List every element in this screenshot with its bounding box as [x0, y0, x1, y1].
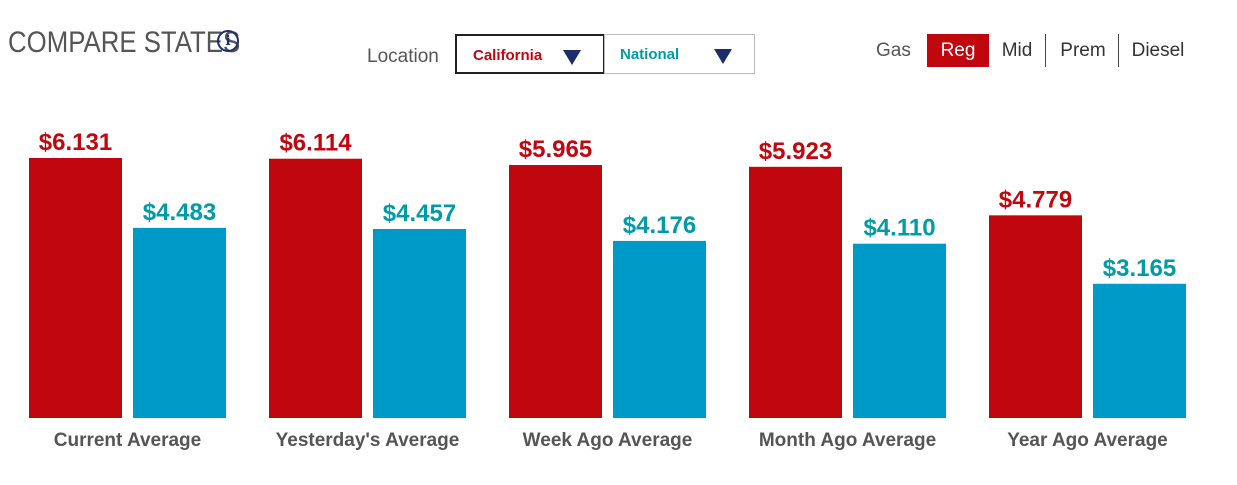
- bar-california: [29, 158, 122, 418]
- value-label-national: $4.483: [143, 199, 216, 226]
- category-label: Month Ago Average: [759, 430, 936, 451]
- location-select-value: California: [473, 47, 543, 64]
- tab-gas-diesel[interactable]: Diesel: [1131, 40, 1185, 61]
- bar-california: [269, 158, 362, 418]
- value-label-national: $3.165: [1103, 255, 1176, 282]
- tab-divider: [1118, 34, 1119, 67]
- value-label-national: $4.176: [623, 212, 696, 239]
- category-label: Current Average: [54, 430, 201, 451]
- location-select-california[interactable]: California: [455, 34, 605, 74]
- bar-national: [133, 227, 226, 418]
- value-label-california: $5.965: [519, 136, 592, 163]
- chevron-down-icon: [714, 49, 732, 64]
- location-select-value: National: [620, 46, 680, 63]
- category-label: Year Ago Average: [1007, 430, 1168, 451]
- location-label: Location: [367, 46, 439, 67]
- bar-california: [749, 166, 842, 418]
- value-label-national: $4.110: [863, 215, 935, 242]
- bar-national: [613, 240, 706, 418]
- value-label-national: $4.457: [383, 200, 456, 227]
- price-bar-chart: $6.131 $4.483 Current Average $6.114 $4.457 Y…: [29, 129, 1186, 451]
- value-label-california: $5.923: [759, 138, 832, 165]
- chevron-down-icon: [563, 50, 581, 65]
- gas-label: Gas: [876, 40, 911, 61]
- bar-national: [1093, 283, 1186, 418]
- value-label-california: $4.779: [999, 186, 1072, 213]
- bar-national: [853, 243, 946, 418]
- category-label: Week Ago Average: [523, 430, 693, 451]
- value-label-california: $6.131: [39, 129, 112, 156]
- tab-gas-reg[interactable]: Reg: [927, 34, 989, 67]
- tab-gas-mid[interactable]: Mid: [1001, 40, 1033, 61]
- value-label-california: $6.114: [279, 130, 352, 157]
- tab-gas-prem[interactable]: Prem: [1060, 40, 1106, 61]
- category-label: Yesterday's Average: [276, 430, 460, 451]
- info-icon[interactable]: i: [217, 30, 239, 52]
- bar-california: [509, 165, 602, 418]
- tab-divider: [1045, 34, 1046, 67]
- location-select-national[interactable]: National: [604, 34, 755, 74]
- bar-national: [373, 228, 466, 418]
- bar-california: [989, 215, 1082, 418]
- page-title: COMPARE STATES: [8, 26, 241, 59]
